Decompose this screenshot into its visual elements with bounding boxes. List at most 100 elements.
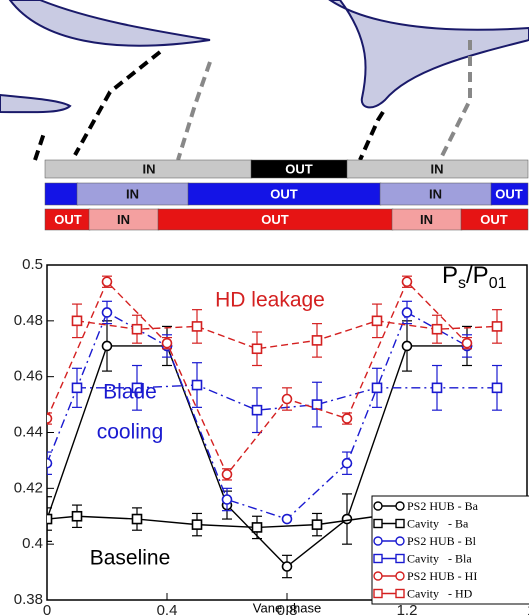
data-point (101, 276, 113, 288)
y-tick-label: 0.42 (14, 479, 43, 496)
data-point (131, 323, 143, 335)
x-tick-label: 0.4 (157, 602, 178, 616)
plot-area (47, 275, 503, 579)
annotation: Blade (103, 381, 157, 404)
legend-label: PS2 HUB - Ba (407, 499, 479, 513)
legend-marker (373, 588, 383, 599)
legend-marker (395, 518, 405, 529)
x-tick-label: 1.2 (397, 602, 418, 616)
legend-marker (373, 501, 383, 511)
y-tick-label: 0.5 (22, 256, 43, 273)
blade (0, 93, 72, 114)
data-point (251, 343, 263, 355)
data-point (101, 307, 113, 318)
legend-marker (395, 501, 405, 511)
x-tick-label: 1.6 (527, 602, 529, 616)
phase-segment (460, 208, 529, 231)
data-point (71, 315, 83, 327)
y-tick-label: 0.38 (14, 591, 43, 608)
data-point (191, 321, 203, 332)
legend-marker (395, 553, 405, 564)
legend-label: Cavity - Bla (407, 551, 472, 565)
legend-marker (395, 571, 405, 581)
data-point (431, 323, 443, 335)
data-point (47, 413, 53, 424)
data-point (221, 469, 233, 480)
data-point (101, 340, 113, 352)
data-point (491, 321, 503, 332)
legend-marker (395, 536, 405, 546)
data-point (191, 519, 203, 530)
data-point (281, 561, 293, 572)
boundary-line (176, 61, 212, 161)
phase-label: IN (431, 161, 444, 176)
legend-marker (373, 536, 383, 546)
legend-label: PS2 HUB - HI (407, 569, 477, 583)
series-line (47, 515, 378, 529)
data-point (131, 513, 143, 525)
data-point (311, 519, 323, 530)
data-point (371, 382, 383, 394)
y-tick-label: 0.4 (22, 535, 43, 552)
legend-marker (395, 588, 405, 599)
phase-label: IN (117, 212, 130, 227)
data-point (71, 510, 83, 522)
phase-segment (490, 182, 529, 206)
x-tick-label: 0.8 (277, 602, 298, 616)
legend-marker (373, 571, 383, 581)
data-point (491, 382, 503, 394)
phase-segment (44, 182, 79, 206)
series-line (47, 311, 468, 520)
data-point (341, 513, 353, 525)
annotation: cooling (97, 421, 164, 444)
data-point (221, 494, 233, 505)
phase-label: OUT (495, 186, 523, 201)
legend: PS2 HUB - Ba Cavity - Ba PS2 HUB - Bl Cavit… (371, 495, 529, 605)
legend-box (371, 495, 529, 605)
data-point (401, 307, 413, 318)
legend-marker (373, 518, 383, 529)
phase-label: OUT (480, 212, 508, 227)
phase-label: OUT (270, 186, 298, 201)
data-point (47, 457, 53, 469)
boundary-line (73, 50, 162, 156)
data-point (401, 276, 413, 288)
phase-label: IN (429, 186, 442, 201)
data-point (71, 382, 83, 394)
x-axis-label: Vane phase (253, 600, 321, 615)
blade-diagram (0, 0, 529, 161)
data-point (341, 457, 353, 469)
x-tick-label: 0 (43, 602, 51, 616)
phase-label: IN (143, 161, 156, 176)
boundary-line (358, 110, 385, 161)
series-line (47, 280, 468, 476)
data-point (281, 513, 293, 525)
data-point (341, 413, 353, 424)
phase-label: OUT (54, 212, 82, 227)
data-point (461, 337, 473, 349)
data-point (191, 379, 203, 391)
annotation: Baseline (90, 547, 171, 570)
data-point (251, 404, 263, 416)
data-point (251, 522, 263, 533)
ratio-part: /P (466, 262, 489, 289)
data-point (431, 382, 443, 394)
data-point (131, 382, 143, 394)
data-point (311, 335, 323, 346)
legend-label: PS2 HUB - Bl (407, 534, 477, 548)
boundary-line (33, 129, 47, 161)
data-point (281, 393, 293, 405)
blade (8, 0, 211, 47)
ratio-part: P (442, 262, 458, 289)
series-line (76, 320, 498, 350)
phase-label: OUT (261, 212, 289, 227)
data-point (161, 337, 173, 349)
phase-label: IN (126, 186, 139, 201)
legend-label: Cavity - Ba (407, 516, 469, 530)
annotation: HD leakage (215, 289, 325, 312)
blade (328, 0, 529, 109)
legend-marker (373, 553, 383, 564)
y-tick-label: 0.44 (14, 423, 43, 440)
phase-label: IN (420, 212, 433, 227)
boundary-line (438, 40, 472, 161)
